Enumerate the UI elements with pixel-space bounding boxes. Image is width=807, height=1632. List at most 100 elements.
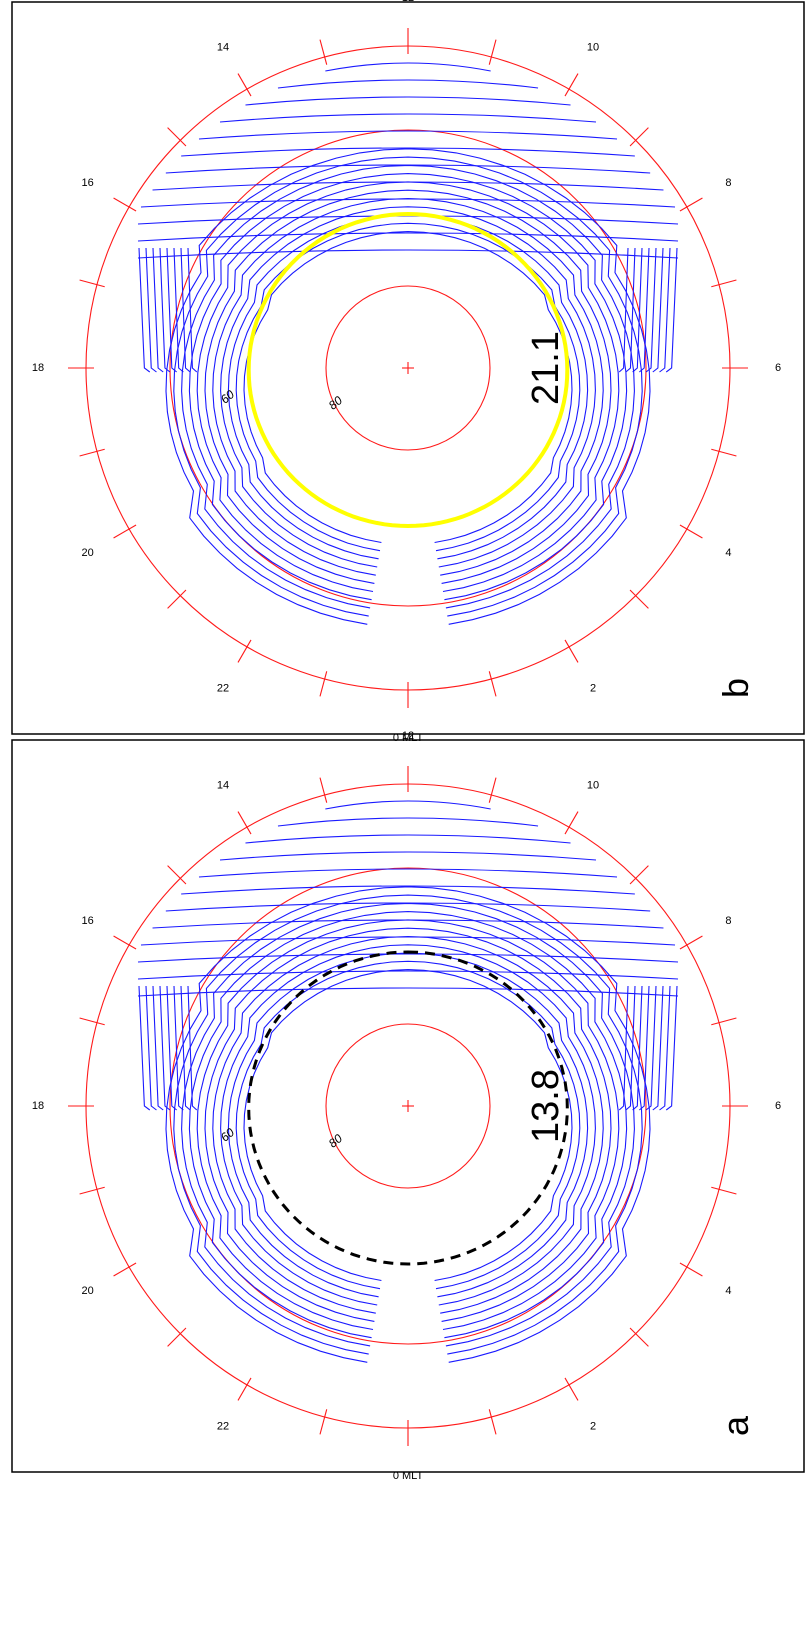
- mlt-label: 2: [590, 1420, 596, 1432]
- mlt-label: 22: [217, 682, 229, 694]
- mlt-tick: [79, 448, 105, 457]
- polar-grid: [68, 28, 748, 708]
- contour-line: [325, 62, 491, 72]
- contour-line: [181, 902, 635, 1347]
- boundary-value: 13.8: [525, 1069, 567, 1143]
- mlt-label: 4: [725, 1285, 731, 1297]
- contour-line: [137, 970, 679, 980]
- mlt-tick: [711, 1017, 737, 1026]
- mlt-tick: [711, 1186, 737, 1195]
- mlt-tick: [237, 1377, 252, 1401]
- contour-line: [152, 247, 164, 373]
- contour-line: [166, 985, 177, 1111]
- mlt-label: 10: [587, 780, 599, 792]
- mlt-tick: [679, 524, 703, 539]
- mlt-tick: [113, 524, 137, 539]
- mlt-ticks: [68, 766, 748, 1446]
- contour-line: [165, 148, 651, 625]
- mlt-label: 8: [725, 177, 731, 189]
- contour-line: [181, 885, 635, 895]
- contour-line: [277, 79, 539, 89]
- panel-letter: b: [715, 678, 756, 698]
- contour-line: [639, 247, 650, 373]
- mlt-tick: [679, 1262, 703, 1277]
- mlt-label: 20: [81, 1285, 93, 1297]
- mlt-tick: [488, 39, 497, 65]
- contour-line: [159, 985, 171, 1111]
- mlt-label: 20: [81, 547, 93, 559]
- mlt-tick: [564, 639, 579, 663]
- mlt-tick: [564, 1377, 579, 1401]
- mlt-tick: [79, 1017, 105, 1026]
- mlt-label: 18: [32, 362, 44, 374]
- contour-line: [618, 247, 629, 373]
- mlt-tick: [237, 639, 252, 663]
- contour-line: [180, 247, 191, 373]
- contour-line: [137, 987, 679, 997]
- contour-line: [145, 247, 157, 373]
- contour-line: [645, 985, 657, 1111]
- mlt-label: 12: [402, 0, 414, 4]
- contour-line: [159, 247, 171, 373]
- mlt-tick: [167, 589, 187, 609]
- mlt-label: 0 MLT: [393, 1470, 424, 1482]
- contour-line: [173, 894, 643, 1355]
- contour-line: [204, 927, 612, 1322]
- contour-line: [180, 985, 191, 1111]
- mlt-tick: [319, 39, 328, 65]
- contour-line: [212, 935, 604, 1314]
- contour-line: [235, 222, 581, 552]
- mlt-label: 18: [32, 1100, 44, 1112]
- mlt-label: 22: [217, 1420, 229, 1432]
- mlt-label: 6: [775, 1100, 781, 1112]
- mlt-tick: [629, 589, 649, 609]
- contour-line: [181, 164, 635, 609]
- polar-cap-boundary: [247, 950, 569, 1266]
- contour-line: [204, 189, 612, 584]
- contour-line: [243, 231, 573, 544]
- contour-line: [652, 247, 664, 373]
- mlt-label: 0 MLT: [393, 732, 424, 744]
- mlt-label: 2: [590, 682, 596, 694]
- mlt-label: 16: [81, 177, 93, 189]
- contour-line: [618, 985, 629, 1111]
- contour-line: [659, 985, 671, 1111]
- contour-line: [165, 902, 651, 912]
- mlt-label: 4: [725, 547, 731, 559]
- contour-line: [138, 985, 151, 1111]
- mlt-tick: [679, 197, 703, 212]
- contour-line: [235, 960, 581, 1290]
- contour-line: [152, 919, 664, 929]
- contour-line: [166, 247, 177, 373]
- boundary-value: 21.1: [525, 331, 567, 405]
- mlt-tick: [113, 935, 137, 950]
- ring-80: [325, 1023, 491, 1189]
- mlt-tick: [629, 865, 649, 885]
- contour-line: [645, 247, 657, 373]
- contour-line: [632, 247, 643, 373]
- contour-line: [137, 249, 679, 259]
- contour-line: [652, 985, 664, 1111]
- contour-line: [198, 130, 618, 140]
- contour-line: [219, 113, 597, 123]
- contour-line: [245, 834, 571, 844]
- mlt-tick: [488, 1409, 497, 1435]
- mlt-tick: [564, 73, 579, 97]
- mlt-tick: [629, 1327, 649, 1347]
- contour-line: [625, 247, 636, 373]
- contour-line: [173, 985, 184, 1111]
- mlt-label: 14: [217, 780, 229, 792]
- mlt-labels: 12 10 8 6 4 2 0 MLT 22 20 18 16 14: [32, 0, 781, 744]
- contour-line: [243, 969, 573, 1282]
- mlt-label: 16: [81, 915, 93, 927]
- mlt-ticks: [68, 28, 748, 708]
- contour-line: [632, 985, 643, 1111]
- mlt-label: 14: [217, 42, 229, 54]
- mlt-tick: [679, 935, 703, 950]
- mlt-tick: [79, 1186, 105, 1195]
- contour-line: [212, 197, 604, 576]
- mlt-tick: [319, 777, 328, 803]
- mlt-tick: [629, 127, 649, 147]
- panel-frame: [11, 1, 805, 735]
